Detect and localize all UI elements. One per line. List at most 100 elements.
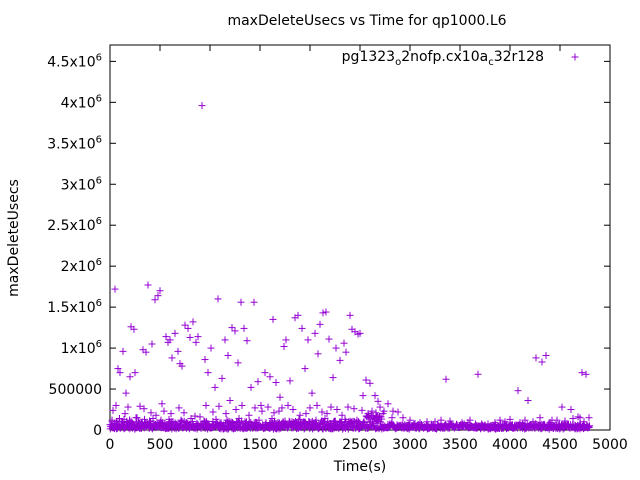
data-point	[122, 389, 130, 397]
y-tick-label: 0	[93, 423, 102, 439]
data-point	[311, 329, 319, 337]
legend-label-subscript: c	[488, 57, 494, 68]
data-point	[207, 344, 215, 352]
plot-frame	[109, 44, 611, 431]
data-point	[162, 333, 170, 341]
data-point	[368, 407, 376, 415]
y-tick-label-exponent: 6	[96, 93, 102, 104]
data-point	[247, 383, 255, 391]
data-point	[168, 354, 176, 362]
y-tick-label-exponent: 6	[96, 257, 102, 268]
data-point	[301, 365, 309, 373]
data-point	[322, 308, 330, 316]
data-point	[147, 409, 155, 417]
data-point	[332, 344, 340, 352]
x-tick-label: 1000	[192, 437, 228, 453]
y-tick-label: 4.5x106	[47, 52, 102, 70]
data-point	[272, 378, 280, 386]
y-tick-label-base: 2x10	[61, 259, 96, 275]
data-point	[258, 407, 266, 415]
data-point	[399, 414, 407, 422]
data-point	[204, 369, 212, 377]
data-point	[356, 329, 364, 337]
data-point	[302, 410, 310, 418]
data-point	[112, 401, 120, 409]
data-point	[245, 418, 253, 426]
data-point	[316, 320, 324, 328]
data-point	[336, 356, 344, 364]
data-point	[574, 413, 582, 421]
data-point	[245, 411, 253, 419]
data-point	[319, 309, 327, 317]
data-point	[521, 416, 529, 424]
data-point	[276, 393, 284, 401]
data-point	[140, 405, 148, 413]
data-point	[362, 376, 370, 384]
data-point	[124, 403, 132, 411]
data-point	[131, 369, 139, 377]
data-point	[167, 410, 175, 418]
data-point	[243, 337, 251, 345]
data-point	[114, 365, 122, 373]
data-point	[132, 414, 140, 422]
data-point	[359, 392, 367, 400]
legend-label: pg1323o2nofp.cx10ac32r128	[342, 49, 544, 68]
data-point	[154, 292, 162, 300]
data-point	[378, 415, 386, 423]
data-point	[284, 401, 292, 409]
data-point	[180, 409, 188, 417]
legend-marker	[571, 53, 579, 61]
data-point	[158, 400, 166, 408]
data-point	[146, 419, 154, 427]
data-point	[178, 362, 186, 370]
data-point	[238, 401, 246, 409]
x-axis-label: Time(s)	[333, 459, 386, 475]
x-tick-label: 2000	[292, 437, 328, 453]
data-point	[313, 401, 321, 409]
data-point	[346, 311, 354, 319]
data-point	[228, 324, 236, 332]
data-point	[189, 318, 197, 326]
chart-title: maxDeleteUsecs vs Time for qp1000.L6	[227, 13, 506, 29]
data-point	[257, 401, 265, 409]
data-point	[136, 402, 144, 410]
y-tick-label: 3.5x106	[47, 134, 102, 152]
data-point	[275, 407, 283, 415]
data-point	[144, 281, 152, 289]
data-point	[251, 404, 259, 412]
data-point	[514, 387, 522, 395]
data-point	[196, 413, 204, 421]
data-point	[209, 417, 217, 425]
data-point	[278, 404, 286, 412]
data-point	[234, 418, 242, 426]
x-tick-label: 3500	[442, 437, 478, 453]
data-point	[474, 370, 482, 378]
y-tick-label-exponent: 6	[96, 52, 102, 63]
y-tick-label: 1.5x106	[47, 298, 102, 316]
data-point	[366, 379, 374, 387]
data-point	[329, 374, 337, 382]
legend-label-subscript: o	[395, 57, 401, 68]
data-point	[296, 411, 304, 419]
data-point	[119, 418, 127, 426]
data-point	[372, 409, 380, 417]
data-point	[318, 408, 326, 416]
legend-label-part: 2nofp.cx10a	[401, 49, 488, 65]
data-point	[327, 403, 335, 411]
data-point	[198, 102, 206, 110]
x-tick-label: 3000	[392, 437, 428, 453]
y-tick-label: 1x106	[61, 339, 102, 357]
data-point	[294, 311, 302, 319]
y-tick-label: 2x106	[61, 257, 102, 275]
legend-label-part: pg1323	[342, 49, 395, 65]
data-point	[171, 329, 179, 337]
data-point	[286, 377, 294, 385]
data-point	[187, 415, 195, 423]
data-point	[437, 416, 445, 424]
y-tick-label-exponent: 6	[96, 339, 102, 350]
data-point	[232, 406, 240, 414]
data-point	[240, 324, 248, 332]
data-point	[306, 404, 314, 412]
data-point	[111, 285, 119, 293]
y-tick-label-base: 4x10	[61, 95, 96, 111]
